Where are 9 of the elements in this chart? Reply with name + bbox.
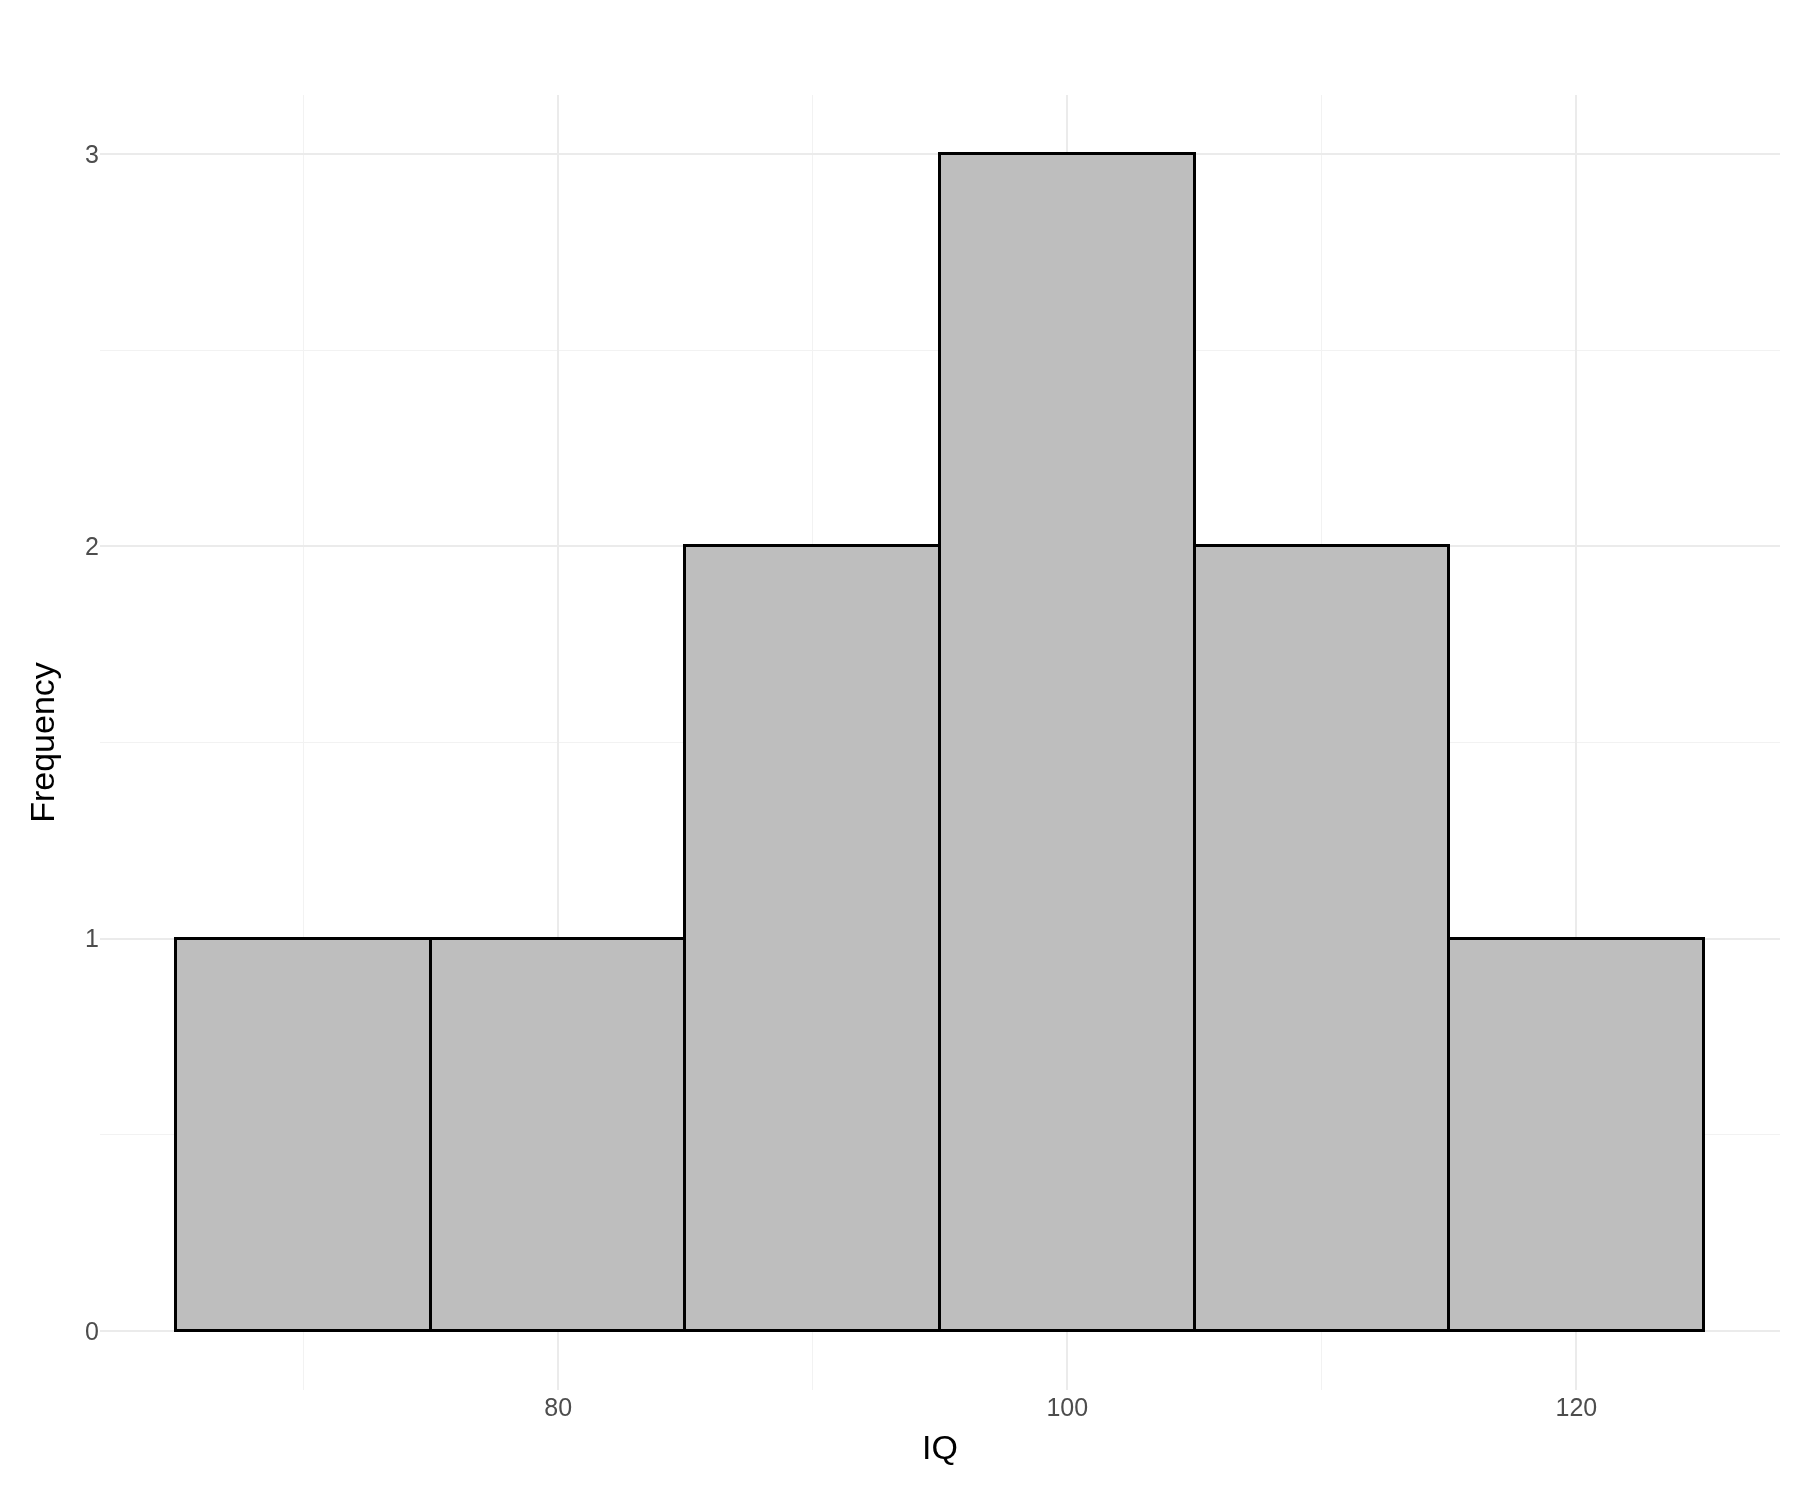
- y-tick-label: 3: [85, 139, 99, 168]
- x-tick-label: 120: [1555, 1393, 1598, 1421]
- x-tick-label: 80: [544, 1393, 573, 1421]
- x-tick-label: 100: [1046, 1393, 1089, 1421]
- y-tick-label: 2: [85, 532, 99, 561]
- y-axis-title: Frequency: [22, 662, 61, 823]
- x-axis-title: IQ: [922, 1428, 958, 1467]
- y-tick-label: 0: [85, 1316, 99, 1345]
- y-tick-label: 1: [85, 924, 99, 953]
